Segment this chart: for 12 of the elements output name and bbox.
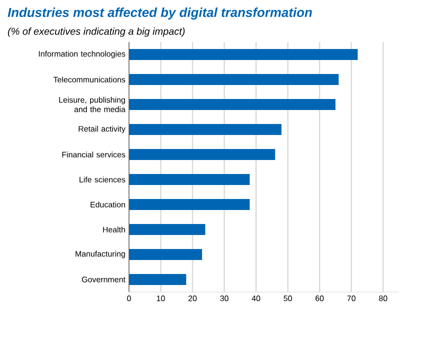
bar	[129, 149, 276, 160]
bar	[129, 199, 250, 210]
bar	[129, 99, 336, 110]
bar	[129, 49, 358, 60]
bar	[129, 124, 282, 136]
bar	[129, 249, 202, 260]
bar	[129, 274, 186, 286]
bar	[129, 74, 339, 86]
bar	[129, 224, 206, 236]
chart-subtitle: (% of executives indicating a big impact)	[8, 28, 185, 37]
chart-title: Industries most affected by digital transformation	[8, 8, 312, 20]
bar	[129, 174, 250, 186]
